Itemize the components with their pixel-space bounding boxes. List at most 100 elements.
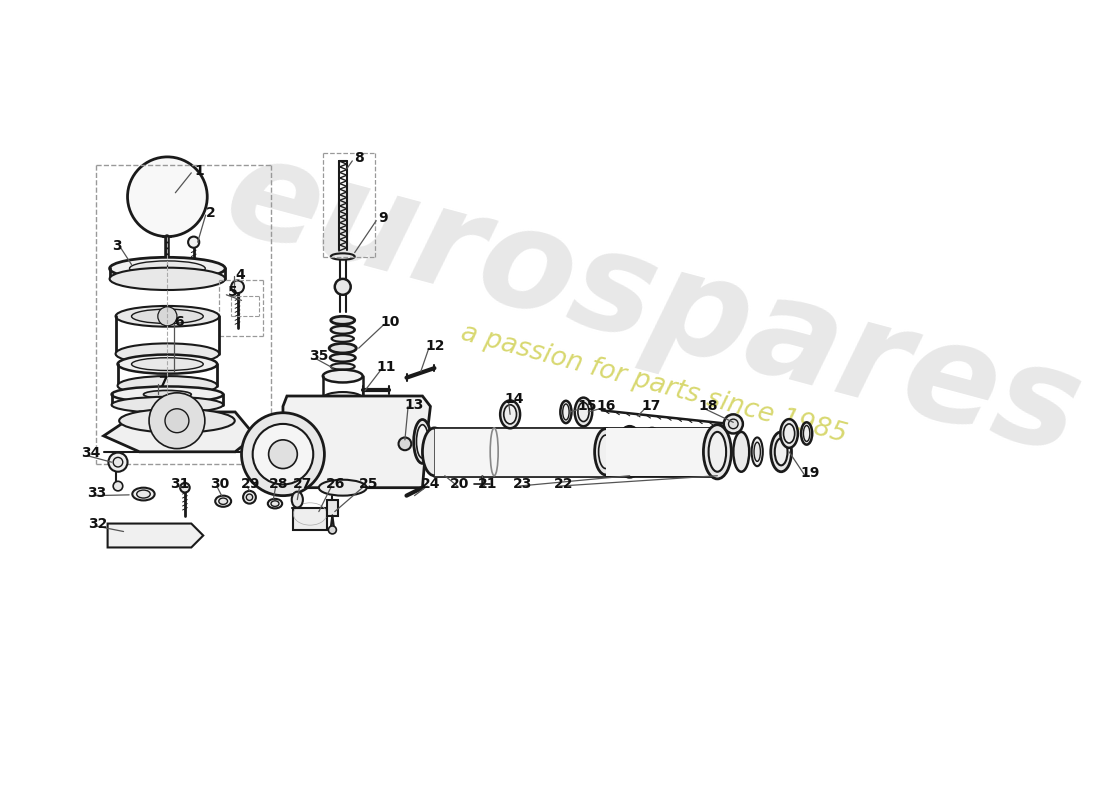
Ellipse shape <box>319 480 366 496</box>
Ellipse shape <box>292 492 302 508</box>
Ellipse shape <box>111 397 223 413</box>
Ellipse shape <box>417 425 428 458</box>
Ellipse shape <box>563 404 569 420</box>
Text: 22: 22 <box>553 477 573 490</box>
Text: 23: 23 <box>513 477 531 490</box>
Ellipse shape <box>578 402 588 422</box>
Ellipse shape <box>754 442 760 462</box>
Bar <box>327 500 338 515</box>
Text: 31: 31 <box>170 477 190 490</box>
Ellipse shape <box>560 401 572 423</box>
Circle shape <box>253 424 313 485</box>
Ellipse shape <box>491 428 498 476</box>
Polygon shape <box>103 412 255 452</box>
Bar <box>434 428 606 476</box>
Ellipse shape <box>216 496 231 507</box>
Text: a passion for parts since 1985: a passion for parts since 1985 <box>458 320 849 448</box>
Ellipse shape <box>734 432 749 472</box>
Ellipse shape <box>322 392 363 405</box>
Circle shape <box>113 482 123 491</box>
Ellipse shape <box>331 316 354 324</box>
Circle shape <box>128 157 207 237</box>
Ellipse shape <box>780 419 798 448</box>
Text: 15: 15 <box>578 398 597 413</box>
Ellipse shape <box>330 354 355 362</box>
Text: 2: 2 <box>207 206 216 220</box>
Ellipse shape <box>267 499 283 509</box>
Polygon shape <box>108 523 204 547</box>
Circle shape <box>398 438 411 450</box>
Text: 21: 21 <box>478 477 497 490</box>
Ellipse shape <box>322 370 363 382</box>
Ellipse shape <box>111 386 223 402</box>
Circle shape <box>246 494 253 501</box>
Polygon shape <box>283 396 430 488</box>
Text: 18: 18 <box>698 398 717 413</box>
Circle shape <box>165 409 189 433</box>
Ellipse shape <box>110 268 226 290</box>
Circle shape <box>157 306 177 326</box>
Ellipse shape <box>595 429 617 475</box>
Text: 7: 7 <box>158 375 168 390</box>
Bar <box>606 428 717 476</box>
Ellipse shape <box>132 309 204 323</box>
Text: 1: 1 <box>195 164 205 178</box>
Ellipse shape <box>132 488 155 501</box>
Text: 32: 32 <box>88 517 108 530</box>
Circle shape <box>268 440 297 469</box>
Circle shape <box>231 281 244 293</box>
Text: 26: 26 <box>326 477 345 490</box>
Ellipse shape <box>783 424 794 443</box>
Ellipse shape <box>500 400 520 428</box>
Ellipse shape <box>331 326 354 334</box>
Text: 17: 17 <box>641 398 661 413</box>
Text: 20: 20 <box>450 477 470 490</box>
Text: 30: 30 <box>210 477 230 490</box>
Text: 9: 9 <box>377 211 387 226</box>
Ellipse shape <box>331 254 354 260</box>
Text: 16: 16 <box>597 398 616 413</box>
Text: 28: 28 <box>270 477 288 490</box>
Ellipse shape <box>771 432 792 472</box>
Ellipse shape <box>803 426 810 442</box>
Ellipse shape <box>675 431 696 473</box>
Ellipse shape <box>801 422 812 445</box>
Text: 6: 6 <box>175 315 184 329</box>
Text: 14: 14 <box>505 392 524 406</box>
Text: 35: 35 <box>309 349 329 363</box>
Circle shape <box>728 419 738 429</box>
Text: 12: 12 <box>426 338 446 353</box>
Ellipse shape <box>119 409 234 433</box>
Text: 25: 25 <box>359 477 378 490</box>
Ellipse shape <box>414 419 431 463</box>
Ellipse shape <box>774 438 788 466</box>
Circle shape <box>113 458 123 467</box>
Ellipse shape <box>116 306 219 326</box>
Ellipse shape <box>708 432 726 472</box>
Ellipse shape <box>143 390 191 398</box>
Text: 19: 19 <box>800 466 820 480</box>
Text: 8: 8 <box>354 151 364 166</box>
Circle shape <box>188 237 199 248</box>
Text: 29: 29 <box>241 477 260 490</box>
Ellipse shape <box>751 438 762 466</box>
Ellipse shape <box>331 335 354 342</box>
Text: 5: 5 <box>228 286 238 299</box>
Circle shape <box>243 491 256 504</box>
Ellipse shape <box>110 258 226 280</box>
Circle shape <box>180 483 189 493</box>
Ellipse shape <box>331 363 354 370</box>
Ellipse shape <box>116 343 219 364</box>
Text: 24: 24 <box>420 477 440 490</box>
Text: eurospares: eurospares <box>212 126 1096 483</box>
Ellipse shape <box>118 376 217 395</box>
Ellipse shape <box>271 501 279 506</box>
Text: 33: 33 <box>88 486 107 500</box>
Bar <box>294 508 327 530</box>
Ellipse shape <box>136 490 151 498</box>
Ellipse shape <box>132 358 204 370</box>
Ellipse shape <box>659 430 681 474</box>
Ellipse shape <box>130 261 206 276</box>
Ellipse shape <box>118 354 217 374</box>
Text: 27: 27 <box>294 477 312 490</box>
